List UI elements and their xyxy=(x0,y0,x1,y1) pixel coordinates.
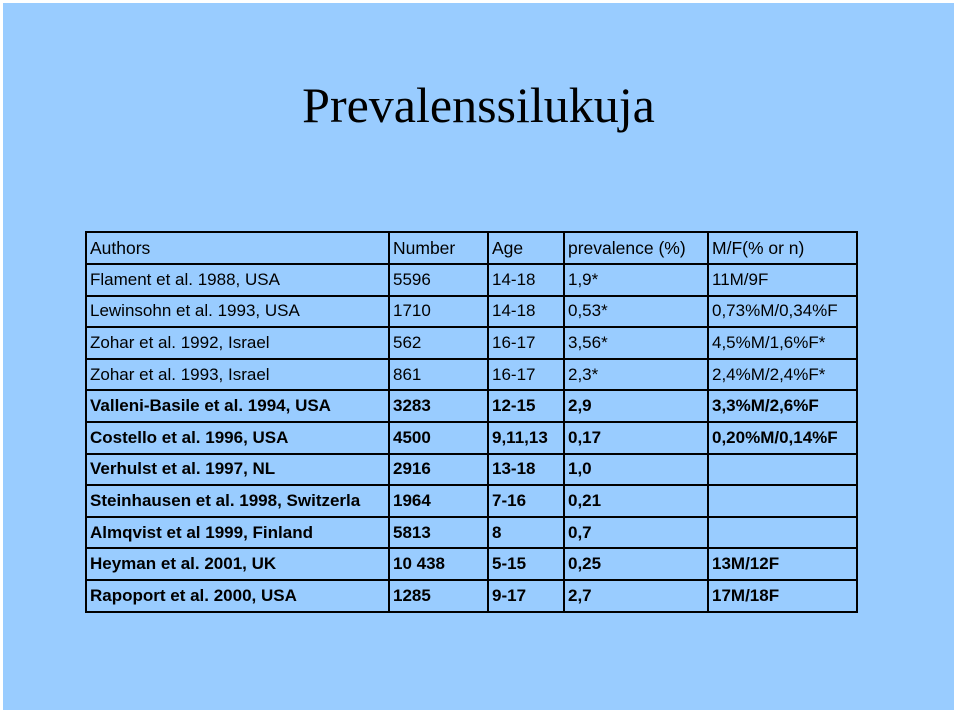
cell-number: 10 438 xyxy=(389,548,489,581)
cell-age: 13-18 xyxy=(488,453,565,487)
cell-authors: Lewinsohn et al. 1993, USA xyxy=(86,295,390,329)
cell-age: 12-15 xyxy=(488,390,565,423)
cell-age: 5-15 xyxy=(488,548,565,581)
table-body: Flament et al. 1988, USA 5596 14-18 1,9* 11M… xyxy=(86,264,858,613)
cell-age: 8 xyxy=(488,516,565,550)
table-row: Almqvist et al 1999, Finland 5813 8 0,7 xyxy=(86,516,858,550)
cell-age: 16-17 xyxy=(488,358,565,392)
header-mf-ratio: M/F(% or n) xyxy=(708,232,858,265)
cell-authors: Verhulst et al. 1997, NL xyxy=(86,453,390,487)
table-row: Flament et al. 1988, USA 5596 14-18 1,9* 11M… xyxy=(86,264,858,297)
cell-mf-ratio: 17M/18F xyxy=(708,579,858,613)
cell-authors: Costello et al. 1996, USA xyxy=(86,421,390,455)
prevalence-table: Authors Number Age prevalence (%) M/F(% … xyxy=(85,231,858,613)
table-row: Zohar et al. 1993, Israel 861 16-17 2,3* 2,4… xyxy=(86,358,858,392)
cell-prevalence: 2,9 xyxy=(564,390,709,423)
header-age: Age xyxy=(488,232,565,265)
cell-prevalence: 0,53* xyxy=(564,295,709,329)
header-prevalence: prevalence (%) xyxy=(564,232,709,265)
cell-number: 861 xyxy=(389,358,489,392)
table-row: Lewinsohn et al. 1993, USA 1710 14-18 0,53*… xyxy=(86,295,858,329)
cell-age: 9,11,13 xyxy=(488,421,565,455)
cell-number: 1964 xyxy=(389,485,489,518)
cell-mf-ratio: 11M/9F xyxy=(708,264,858,297)
cell-mf-ratio xyxy=(708,516,858,550)
cell-number: 5596 xyxy=(389,264,489,297)
cell-mf-ratio: 13M/12F xyxy=(708,548,858,581)
cell-number: 1710 xyxy=(389,295,489,329)
cell-prevalence: 0,17 xyxy=(564,421,709,455)
cell-prevalence: 2,7 xyxy=(564,579,709,613)
cell-mf-ratio: 0,20%M/0,14%F xyxy=(708,421,858,455)
cell-authors: Heyman et al. 2001, UK xyxy=(86,548,390,581)
cell-mf-ratio: 4,5%M/1,6%F* xyxy=(708,327,858,360)
cell-mf-ratio: 2,4%M/2,4%F* xyxy=(708,358,858,392)
cell-mf-ratio: 0,73%M/0,34%F xyxy=(708,295,858,329)
cell-authors: Rapoport et al. 2000, USA xyxy=(86,579,390,613)
cell-age: 16-17 xyxy=(488,327,565,360)
cell-number: 562 xyxy=(389,327,489,360)
cell-number: 5813 xyxy=(389,516,489,550)
cell-authors: Flament et al. 1988, USA xyxy=(86,264,390,297)
slide-background: Prevalenssilukuja Authors Number Age pre… xyxy=(3,3,954,710)
header-authors: Authors xyxy=(86,232,390,265)
cell-number: 2916 xyxy=(389,453,489,487)
cell-prevalence: 3,56* xyxy=(564,327,709,360)
cell-authors: Zohar et al. 1992, Israel xyxy=(86,327,390,360)
table-row: Valleni-Basile et al. 1994, USA 3283 12-15… xyxy=(86,390,858,423)
slide-title: Prevalenssilukuja xyxy=(302,77,655,133)
header-number: Number xyxy=(389,232,489,265)
cell-number: 3283 xyxy=(389,390,489,423)
cell-age: 9-17 xyxy=(488,579,565,613)
cell-prevalence: 1,9* xyxy=(564,264,709,297)
cell-authors: Almqvist et al 1999, Finland xyxy=(86,516,390,550)
table-row: Verhulst et al. 1997, NL 2916 13-18 1,0 xyxy=(86,453,858,487)
cell-prevalence: 0,7 xyxy=(564,516,709,550)
cell-number: 1285 xyxy=(389,579,489,613)
cell-prevalence: 0,25 xyxy=(564,548,709,581)
table-row: Costello et al. 1996, USA 4500 9,11,13 0,17… xyxy=(86,421,858,455)
cell-age: 14-18 xyxy=(488,264,565,297)
cell-mf-ratio xyxy=(708,485,858,518)
cell-age: 7-16 xyxy=(488,485,565,518)
cell-prevalence: 1,0 xyxy=(564,453,709,487)
table-row: Steinhausen et al. 1998, Switzerla 1964 7-… xyxy=(86,485,858,518)
cell-age: 14-18 xyxy=(488,295,565,329)
table-row: Zohar et al. 1992, Israel 562 16-17 3,56* 4,… xyxy=(86,327,858,360)
cell-authors: Zohar et al. 1993, Israel xyxy=(86,358,390,392)
cell-number: 4500 xyxy=(389,421,489,455)
table-row: Rapoport et al. 2000, USA 1285 9-17 2,7 17M/… xyxy=(86,579,858,613)
cell-authors: Steinhausen et al. 1998, Switzerla xyxy=(86,485,390,518)
cell-mf-ratio: 3,3%M/2,6%F xyxy=(708,390,858,423)
table-header-row: Authors Number Age prevalence (%) M/F(% … xyxy=(86,232,858,265)
table-row: Heyman et al. 2001, UK 10 438 5-15 0,25 13M/… xyxy=(86,548,858,581)
cell-prevalence: 2,3* xyxy=(564,358,709,392)
cell-authors: Valleni-Basile et al. 1994, USA xyxy=(86,390,390,423)
cell-prevalence: 0,21 xyxy=(564,485,709,518)
cell-mf-ratio xyxy=(708,453,858,487)
